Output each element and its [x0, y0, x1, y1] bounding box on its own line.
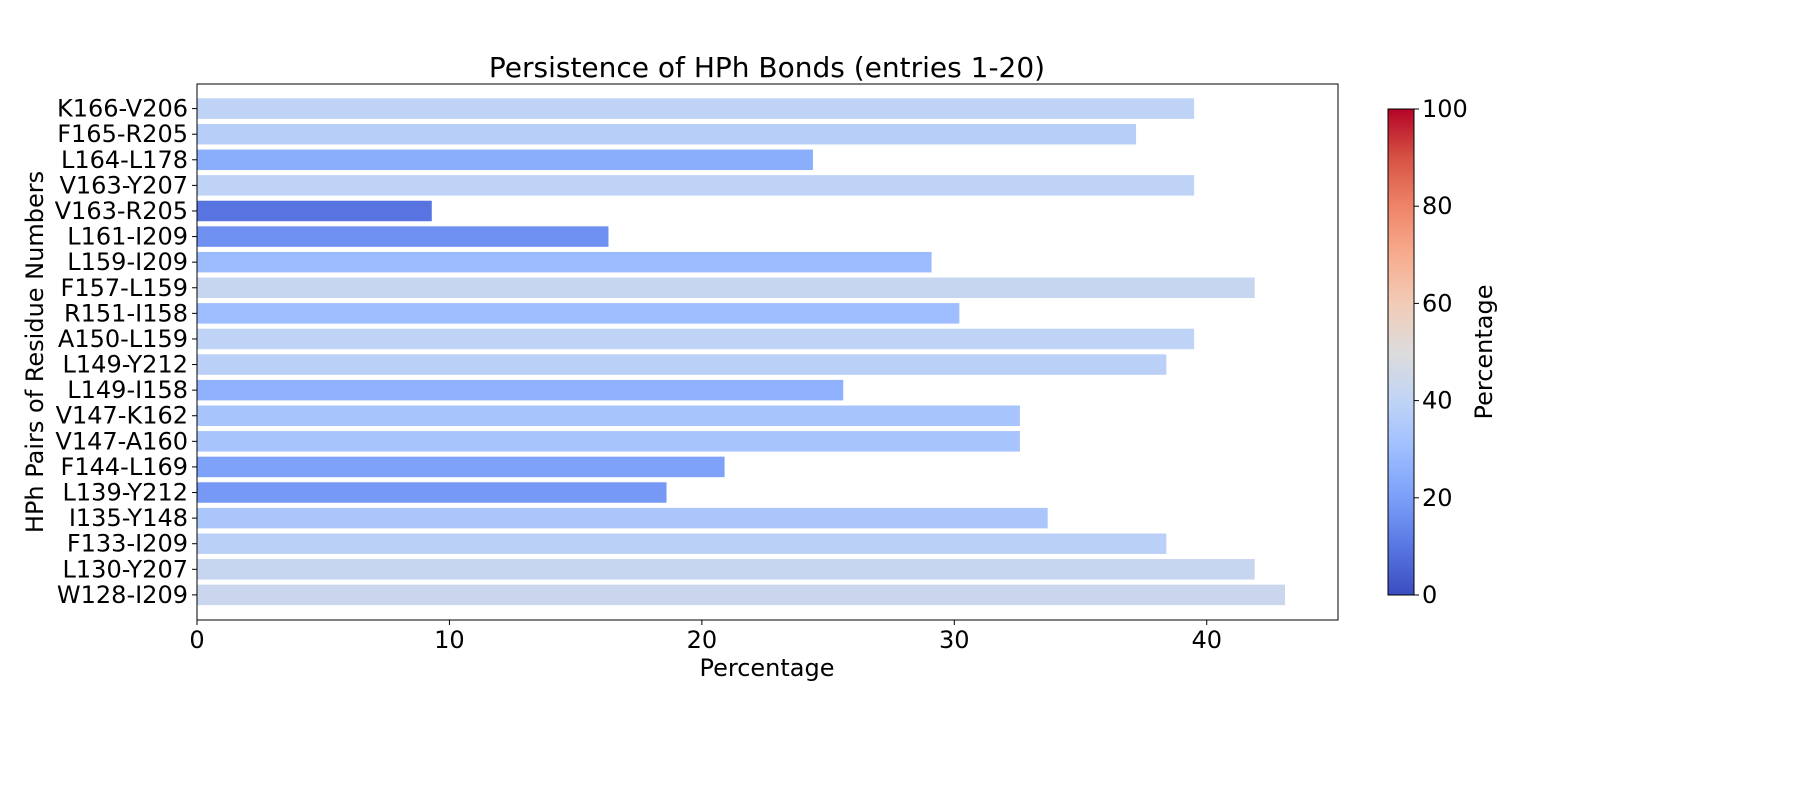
colorbar: [1387, 108, 1415, 596]
y-axis-label: HPh Pairs of Residue Numbers: [21, 171, 49, 533]
x-tick-label: 0: [189, 626, 204, 654]
colorbar-label: Percentage: [1470, 284, 1498, 419]
y-tick-label: I135-Y148: [69, 504, 188, 532]
colorbar-tick-label: 40: [1422, 387, 1453, 415]
y-tick-label: L161-I209: [67, 223, 188, 251]
bar: [197, 584, 1285, 606]
bar: [197, 354, 1167, 375]
bar: [197, 559, 1255, 580]
colorbar-tick-label: 60: [1422, 289, 1453, 317]
bar: [197, 175, 1195, 196]
y-axis-ticks: W128-I209L130-Y207F133-I209I135-Y148L139…: [55, 95, 197, 609]
x-tick-label: 40: [1191, 626, 1222, 654]
bar: [197, 456, 725, 478]
y-tick-label: L149-Y212: [63, 351, 188, 379]
colorbar-tick-label: 100: [1422, 95, 1468, 123]
y-tick-label: V147-K162: [56, 402, 188, 430]
bar: [197, 226, 609, 247]
x-tick-label: 30: [939, 626, 970, 654]
colorbar-tick-label: 80: [1422, 192, 1453, 220]
colorbar-ticks: 0 20 40 60 80 100: [1414, 95, 1468, 609]
bar: [197, 123, 1137, 145]
y-tick-label: L139-Y212: [63, 479, 188, 507]
bar: [197, 98, 1195, 119]
y-tick-label: V163-R205: [55, 197, 188, 225]
x-axis-label: Percentage: [699, 654, 834, 682]
colorbar-tick-label: 20: [1422, 484, 1453, 512]
bar: [197, 482, 667, 503]
y-tick-label: F133-I209: [67, 530, 188, 558]
bar: [197, 379, 844, 401]
bar: [197, 200, 432, 222]
y-tick-label: F157-L159: [61, 274, 188, 302]
y-tick-label: A150-L159: [58, 325, 188, 353]
y-tick-label: K166-V206: [57, 95, 188, 123]
chart-title: Persistence of HPh Bonds (entries 1-20): [489, 51, 1045, 84]
bar: [197, 277, 1255, 299]
y-tick-label: L149-I158: [67, 376, 188, 404]
y-tick-label: W128-I209: [57, 581, 188, 609]
bar: [197, 405, 1020, 426]
bar: [197, 533, 1167, 554]
bar: [197, 328, 1195, 350]
y-tick-label: L130-Y207: [63, 555, 188, 583]
bar: [197, 149, 813, 171]
x-tick-label: 10: [434, 626, 465, 654]
bar: [197, 303, 960, 324]
plot-frame: [196, 83, 1339, 621]
bar: [197, 251, 932, 273]
y-tick-label: R151-I158: [64, 299, 188, 327]
y-tick-label: V147-A160: [55, 427, 188, 455]
bars: [197, 98, 1285, 606]
x-tick-label: 20: [687, 626, 718, 654]
x-axis-ticks: 0 10 20 30 40: [189, 620, 1222, 654]
y-tick-label: F144-L169: [61, 453, 188, 481]
y-tick-label: L159-I209: [67, 248, 188, 276]
bar: [197, 431, 1020, 452]
bar: [197, 507, 1048, 529]
y-tick-label: V163-Y207: [59, 171, 188, 199]
y-tick-label: F165-R205: [57, 120, 188, 148]
y-tick-label: L164-L178: [61, 146, 188, 174]
colorbar-tick-label: 0: [1422, 581, 1437, 609]
